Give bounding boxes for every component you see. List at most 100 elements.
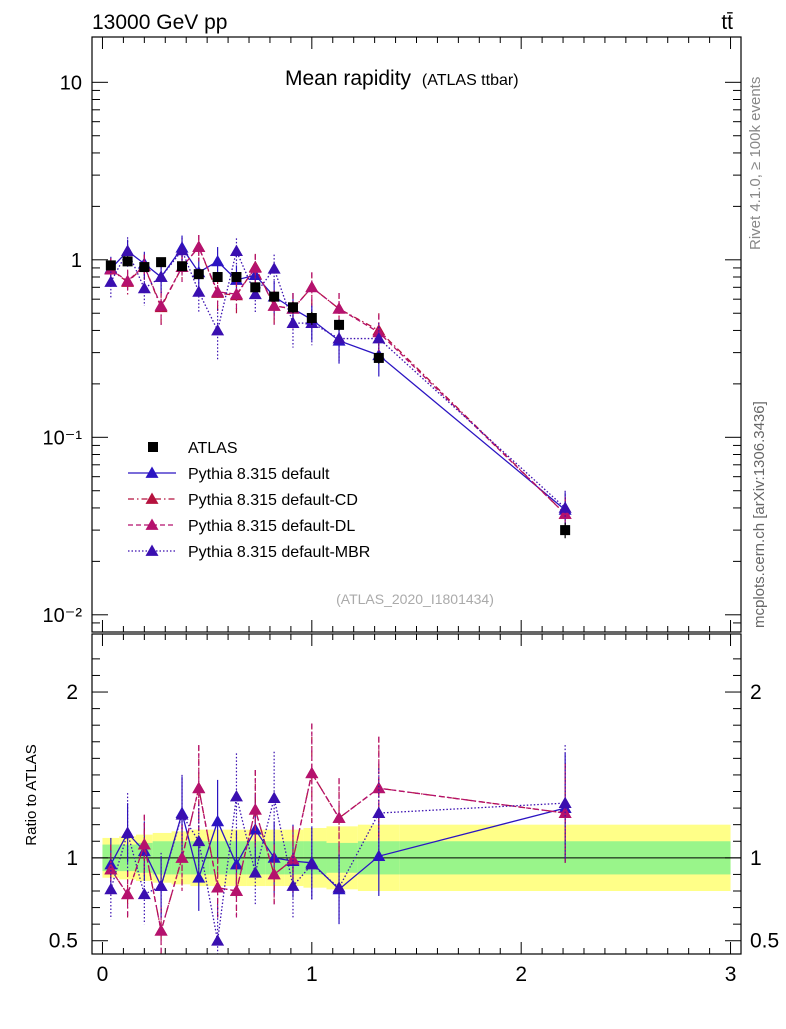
ratio-y-tick-label: 0.5	[49, 930, 78, 953]
x-tick-label: 3	[725, 963, 737, 986]
ratio-point	[286, 879, 300, 891]
ratio-point	[211, 934, 225, 946]
ratio-point	[267, 791, 281, 804]
legend-marker	[145, 544, 159, 556]
ratio-y-tick-label-right: 0.5	[750, 930, 779, 953]
ratio-point	[267, 867, 281, 880]
legend-entry: ATLAS	[148, 440, 238, 457]
ratio-point	[121, 826, 135, 838]
ratio-point	[192, 781, 206, 794]
series-atlas	[105, 256, 571, 539]
data-point	[332, 302, 346, 314]
ratio-point	[229, 857, 243, 870]
y-tick-label: 10⁻¹	[43, 427, 83, 449]
ratio-point	[248, 803, 262, 815]
legend-label: Pythia 8.315 default-DL	[188, 518, 355, 535]
ratio-series-pythia-8-315-default-mbr	[104, 745, 572, 954]
ratio-point	[229, 884, 243, 896]
series-pythia-8-315-default-mbr	[104, 237, 572, 531]
ratio-point	[286, 852, 300, 865]
ratio-point	[372, 781, 386, 794]
data-point	[334, 319, 345, 330]
y-tick-label: 10	[60, 72, 82, 94]
data-point	[332, 332, 346, 344]
x-tick-label: 0	[97, 963, 109, 986]
y-tick-label: 10⁻²	[43, 605, 83, 627]
ratio-point	[332, 881, 346, 893]
side-label-bottom: mcplots.cern.ch [arXiv:1306.3436]	[751, 401, 768, 628]
ratio-point	[211, 881, 225, 893]
ratio-y-tick-label-right: 1	[750, 847, 762, 870]
data-point	[154, 270, 168, 282]
data-point	[192, 240, 206, 252]
data-point	[192, 285, 206, 297]
ratio-point	[104, 862, 118, 875]
ratio-point	[192, 871, 206, 883]
data-point	[211, 323, 225, 336]
data-point	[212, 272, 223, 283]
data-point	[560, 525, 571, 536]
ratio-bands	[92, 824, 741, 891]
ratio-point	[137, 838, 151, 850]
data-point	[121, 274, 135, 286]
ratio-point	[558, 796, 572, 808]
ratio-point	[372, 849, 386, 862]
ratio-axis-label: Ratio to ATLAS	[23, 744, 40, 845]
ratio-point	[175, 851, 189, 863]
ratio-point	[192, 834, 206, 847]
ratio-point	[175, 808, 189, 820]
chart-title: Mean rapidity (ATLAS ttbar)	[285, 67, 519, 90]
data-point	[373, 352, 384, 363]
data-point	[156, 257, 167, 268]
legend-label: Pythia 8.315 default-CD	[188, 492, 358, 509]
legend-marker	[145, 492, 159, 504]
data-point	[306, 313, 317, 324]
analysis-label: (ATLAS_2020_I1801434)	[336, 591, 494, 607]
legend-marker	[148, 442, 158, 452]
legend-marker	[145, 518, 159, 530]
data-point	[122, 256, 133, 267]
ratio-point	[372, 806, 386, 818]
data-point	[231, 272, 242, 283]
legend-entry: Pythia 8.315 default-CD	[128, 492, 358, 509]
data-point	[177, 261, 188, 272]
data-point	[229, 244, 243, 256]
data-point	[229, 287, 243, 300]
ratio-point	[137, 887, 151, 900]
x-tick-label: 2	[515, 963, 527, 986]
ratio-point	[121, 887, 135, 900]
data-point	[287, 302, 298, 313]
data-point	[267, 262, 281, 274]
data-point	[193, 269, 204, 280]
ratio-point	[305, 857, 319, 870]
main-series-layer	[104, 234, 572, 539]
ratio-point	[154, 879, 168, 891]
data-point	[267, 299, 281, 311]
data-point	[175, 243, 189, 256]
data-point	[250, 282, 261, 293]
ratio-line	[110, 771, 566, 931]
legend-label: Pythia 8.315 default	[188, 466, 330, 483]
data-point	[269, 291, 280, 302]
legend-label: ATLAS	[188, 440, 238, 457]
ratio-point	[332, 811, 346, 823]
series-line	[110, 245, 566, 515]
legend-label: Pythia 8.315 default-MBR	[188, 544, 370, 561]
side-label-top: Rivet 4.1.0, ≥ 100k events	[747, 77, 764, 250]
ratio-series-pythia-8-315-default-dl	[104, 723, 572, 954]
data-point	[139, 262, 150, 273]
data-point	[248, 261, 262, 273]
legend-entry: Pythia 8.315 default-DL	[128, 518, 355, 535]
data-point	[211, 285, 225, 297]
chart-title-main: Mean rapidity	[285, 67, 412, 90]
ratio-point	[248, 866, 262, 878]
data-point	[248, 287, 262, 300]
y-tick-label: 1	[71, 250, 82, 272]
ratio-point	[305, 766, 319, 779]
legend-marker	[145, 466, 159, 478]
chart-title-sub: (ATLAS ttbar)	[422, 72, 519, 89]
ratio-series-layer	[104, 723, 572, 954]
data-point	[121, 244, 135, 256]
ratio-point	[154, 924, 168, 936]
